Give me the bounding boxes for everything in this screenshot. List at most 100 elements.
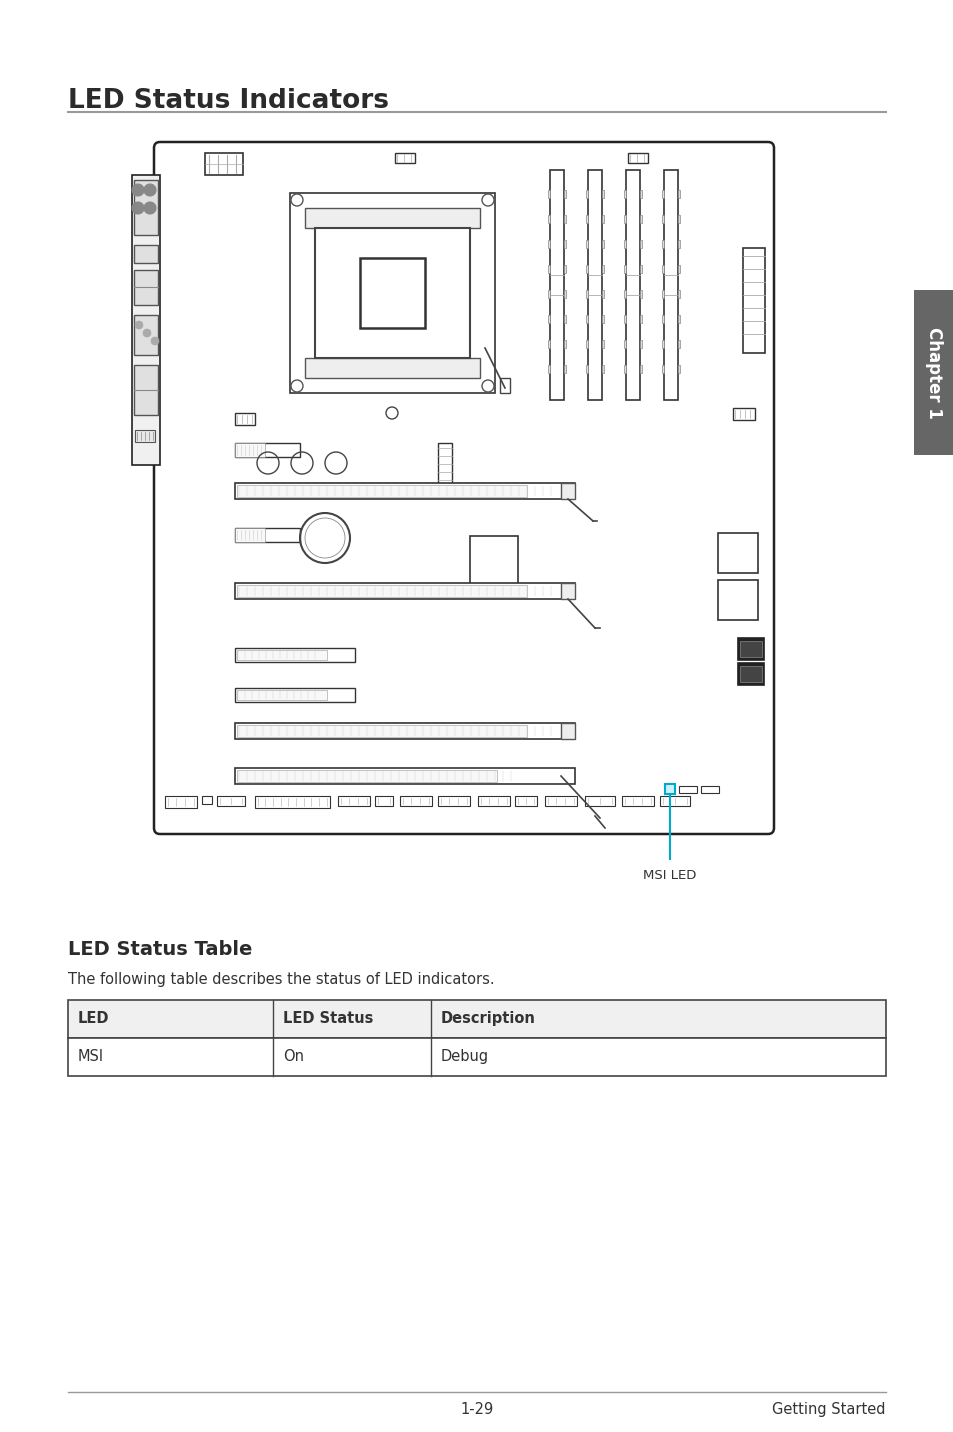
Bar (337, 796, 370, 806)
Bar (661, 339, 663, 348)
Bar (234, 528, 265, 541)
Bar (68, 1000, 885, 1038)
Bar (547, 241, 550, 248)
Bar (601, 315, 603, 324)
Bar (585, 265, 587, 274)
Bar (547, 190, 550, 198)
Bar (585, 339, 587, 348)
Circle shape (144, 202, 156, 213)
Bar (563, 339, 565, 348)
Text: MSI: MSI (78, 1050, 104, 1064)
Bar (601, 291, 603, 298)
Bar (661, 315, 663, 324)
Text: On: On (283, 1050, 304, 1064)
Bar (678, 339, 679, 348)
Bar (623, 365, 625, 372)
Text: MSI LED: MSI LED (642, 869, 696, 882)
Bar (236, 485, 526, 497)
Bar (678, 190, 679, 198)
Bar (563, 365, 565, 372)
Bar (587, 170, 601, 400)
Bar (234, 412, 254, 425)
Bar (627, 153, 647, 163)
Bar (305, 208, 479, 228)
Bar (623, 339, 625, 348)
Bar (679, 786, 697, 793)
Bar (234, 442, 265, 457)
Bar (470, 536, 517, 586)
Bar (544, 796, 577, 806)
Bar (499, 378, 510, 392)
Circle shape (132, 202, 144, 213)
Bar (661, 365, 663, 372)
Bar (477, 796, 510, 806)
Text: 1-29: 1-29 (460, 1402, 493, 1418)
Bar (547, 339, 550, 348)
Bar (678, 315, 679, 324)
Bar (437, 442, 452, 488)
Bar (550, 170, 563, 400)
Bar (584, 796, 615, 806)
Bar (547, 315, 550, 324)
Bar (547, 265, 550, 274)
Bar (663, 170, 678, 400)
Bar (133, 271, 158, 305)
Bar (678, 291, 679, 298)
Bar (738, 663, 763, 684)
Bar (563, 215, 565, 223)
Bar (236, 650, 327, 660)
Bar (639, 241, 641, 248)
Bar (205, 153, 243, 175)
Bar (165, 796, 196, 808)
Bar (305, 358, 479, 378)
FancyBboxPatch shape (153, 142, 773, 833)
Bar (395, 153, 415, 163)
Bar (623, 215, 625, 223)
Bar (742, 248, 764, 354)
Bar (563, 291, 565, 298)
Bar (661, 265, 663, 274)
Bar (234, 768, 575, 783)
Bar (234, 723, 575, 739)
Bar (732, 408, 754, 420)
Bar (623, 190, 625, 198)
Bar (547, 215, 550, 223)
Bar (740, 642, 761, 657)
Bar (738, 639, 763, 660)
Circle shape (135, 321, 143, 329)
Text: Description: Description (440, 1011, 536, 1025)
Bar (623, 241, 625, 248)
Text: LED Status: LED Status (283, 1011, 373, 1025)
Bar (623, 291, 625, 298)
Bar (202, 796, 212, 803)
Bar (234, 442, 299, 457)
Bar (678, 215, 679, 223)
Circle shape (132, 183, 144, 196)
Bar (601, 215, 603, 223)
Bar (585, 291, 587, 298)
Bar (359, 258, 424, 328)
Bar (585, 241, 587, 248)
Bar (375, 796, 393, 806)
Bar (601, 190, 603, 198)
Circle shape (151, 337, 159, 345)
Bar (234, 687, 355, 702)
Bar (639, 339, 641, 348)
Bar (437, 796, 470, 806)
Bar (216, 796, 245, 806)
Bar (623, 265, 625, 274)
Text: LED Status Indicators: LED Status Indicators (68, 87, 389, 115)
Bar (234, 583, 575, 599)
Circle shape (144, 183, 156, 196)
Bar (133, 245, 158, 263)
Bar (234, 649, 355, 662)
Bar (913, 291, 953, 455)
Bar (234, 483, 575, 498)
Bar (585, 190, 587, 198)
Bar (399, 796, 432, 806)
Bar (133, 180, 158, 235)
Bar (585, 315, 587, 324)
Bar (661, 241, 663, 248)
Bar (560, 583, 575, 599)
Bar (560, 723, 575, 739)
